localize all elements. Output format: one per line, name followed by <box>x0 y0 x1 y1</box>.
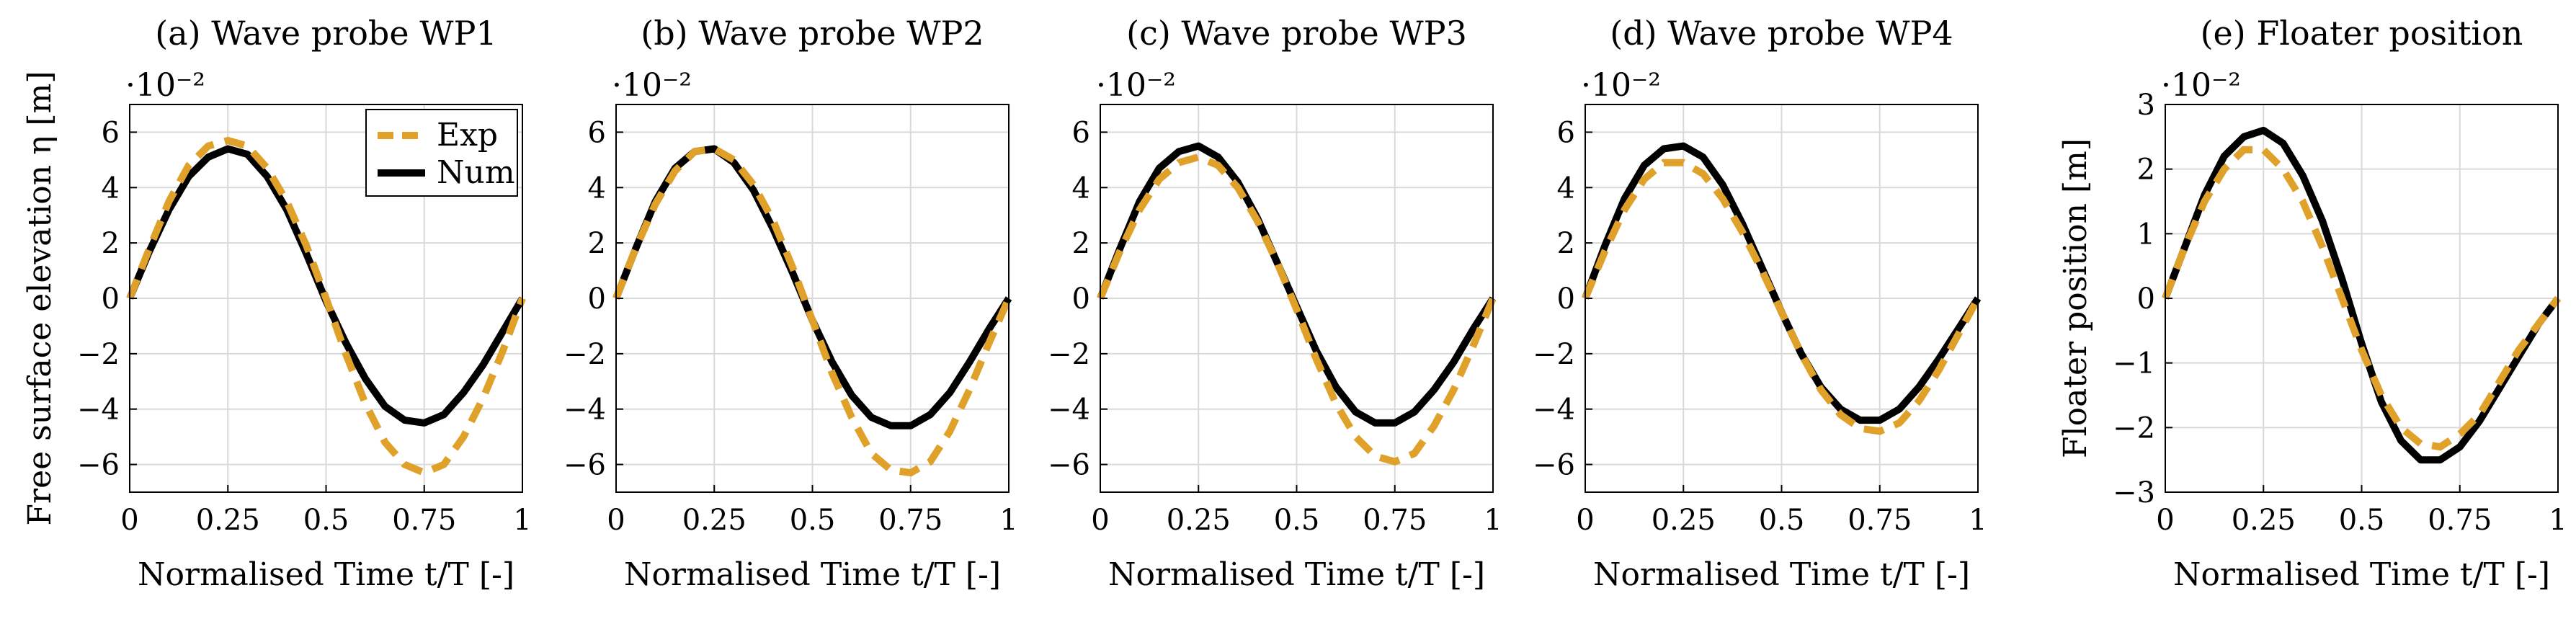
chart-title: (d) Wave probe WP4 <box>1610 14 1953 53</box>
chart-panel-2: 0 0.25 0.5 0.75 1 −6 −4 −2 0 2 4 6·10⁻² (b) Wave pro… <box>563 14 1018 593</box>
x-tick-label: 0 <box>607 504 625 537</box>
chart-title: (e) Floater position <box>2201 14 2523 53</box>
series-line-exp <box>126 136 526 477</box>
x-tick-label: 0.25 <box>1652 504 1716 537</box>
x-tick-label: 1 <box>1969 504 1987 537</box>
legend-box <box>365 109 518 197</box>
y-tick-label: 4 <box>1557 172 1575 205</box>
y-tick-label: −2 <box>2113 411 2155 445</box>
y-tick-label: 0 <box>588 282 606 316</box>
y-exponent-label: ·10⁻² <box>125 67 205 104</box>
chart-panel-3: 0 0.25 0.5 0.75 1 −6 −4 −2 0 2 4 6·10⁻² (c) Wave pro… <box>1048 14 1502 593</box>
y-axis-label: Free surface elevation η [m] <box>22 71 58 526</box>
legend-label-exp: Exp <box>437 117 498 153</box>
y-tick-label: 6 <box>1072 116 1090 149</box>
y-tick-label: 4 <box>588 172 606 205</box>
x-tick-label: 0.5 <box>1759 504 1805 537</box>
y-tick-label: 3 <box>2137 89 2155 122</box>
x-axis-label: Normalised Time t/T [-] <box>2173 556 2550 593</box>
y-tick-label: 6 <box>102 116 120 149</box>
x-tick-label: 0.75 <box>392 504 456 537</box>
chart-title: (b) Wave probe WP2 <box>641 14 984 53</box>
y-tick-label: 6 <box>1557 116 1575 149</box>
x-tick-label: 1 <box>2549 504 2567 537</box>
legend-label-num: Num <box>437 154 515 191</box>
y-tick-label: 2 <box>102 227 120 260</box>
series-line-exp <box>1097 153 1497 466</box>
x-tick-label: 0.5 <box>303 504 349 537</box>
y-exponent-label: ·10⁻² <box>612 67 692 104</box>
y-tick-label: 2 <box>1072 227 1090 260</box>
y-tick-label: −2 <box>77 338 120 371</box>
x-tick-label: 1 <box>513 504 531 537</box>
x-tick-label: 0.25 <box>2232 504 2296 537</box>
x-tick-label: 1 <box>1484 504 1502 537</box>
y-tick-label: −2 <box>1048 338 1090 371</box>
chart-title: (a) Wave probe WP1 <box>155 14 496 53</box>
x-tick-label: 0.75 <box>1848 504 1912 537</box>
x-tick-label: 0.5 <box>2339 504 2385 537</box>
x-axis-label: Normalised Time t/T [-] <box>624 556 1001 593</box>
x-tick-label: 0.25 <box>196 504 260 537</box>
y-tick-label: −6 <box>1048 449 1090 482</box>
chart-panel-1: 0 0.25 0.5 0.75 1 −6 −4 −2 0 2 4 6·10⁻² (a) Wave pro… <box>22 14 532 593</box>
y-tick-label: 1 <box>2137 218 2155 251</box>
x-tick-label: 0 <box>2156 504 2174 537</box>
chart-title: (c) Wave probe WP3 <box>1126 14 1467 53</box>
y-tick-label: −3 <box>2113 476 2155 509</box>
x-tick-label: 0 <box>120 504 138 537</box>
x-tick-label: 0.75 <box>878 504 942 537</box>
x-tick-label: 0.75 <box>1363 504 1427 537</box>
x-axis-label: Normalised Time t/T [-] <box>1593 556 1970 593</box>
y-tick-label: 2 <box>588 227 606 260</box>
y-tick-label: 0 <box>2137 282 2155 316</box>
y-tick-label: −4 <box>1048 393 1090 427</box>
x-tick-label: 0.5 <box>790 504 836 537</box>
y-tick-label: −2 <box>1533 338 1575 371</box>
y-tick-label: 2 <box>2137 153 2155 187</box>
y-tick-label: 6 <box>588 116 606 149</box>
y-tick-label: 0 <box>1072 282 1090 316</box>
x-tick-label: 0 <box>1091 504 1109 537</box>
y-tick-label: −4 <box>563 393 606 427</box>
y-tick-label: 4 <box>102 172 120 205</box>
y-exponent-label: ·10⁻² <box>1581 67 1661 104</box>
series-line-exp <box>612 145 1012 477</box>
series-line-exp <box>2162 146 2561 451</box>
x-axis-label: Normalised Time t/T [-] <box>138 556 514 593</box>
y-exponent-label: ·10⁻² <box>2161 67 2241 104</box>
x-tick-label: 0.25 <box>682 504 746 537</box>
y-tick-label: −1 <box>2113 347 2155 380</box>
series-line-exp <box>1582 159 1982 435</box>
y-tick-label: −6 <box>1533 449 1575 482</box>
x-tick-label: 0.5 <box>1274 504 1320 537</box>
x-tick-label: 0 <box>1576 504 1594 537</box>
y-tick-label: 2 <box>1557 227 1575 260</box>
y-tick-label: 0 <box>102 282 120 316</box>
x-tick-label: 0.25 <box>1167 504 1231 537</box>
y-tick-label: −2 <box>563 338 606 371</box>
x-tick-label: 0.75 <box>2428 504 2492 537</box>
chart-panel-4: 0 0.25 0.5 0.75 1 −6 −4 −2 0 2 4 6·10⁻² (d) Wave pro… <box>1533 14 1987 593</box>
chart-panel-5: 0 0.25 0.5 0.75 1 −3 −2 −1 0 1 2 3·10⁻² (e) Floater … <box>2057 14 2567 593</box>
y-exponent-label: ·10⁻² <box>1096 67 1176 104</box>
y-tick-label: 0 <box>1557 282 1575 316</box>
y-tick-label: 4 <box>1072 172 1090 205</box>
x-axis-label: Normalised Time t/T [-] <box>1108 556 1485 593</box>
y-tick-label: −4 <box>1533 393 1575 427</box>
y-axis-label: Floater position [m] <box>2057 138 2094 458</box>
y-tick-label: −6 <box>77 449 120 482</box>
x-tick-label: 1 <box>999 504 1017 537</box>
y-tick-label: −6 <box>563 449 606 482</box>
y-tick-label: −4 <box>77 393 120 427</box>
